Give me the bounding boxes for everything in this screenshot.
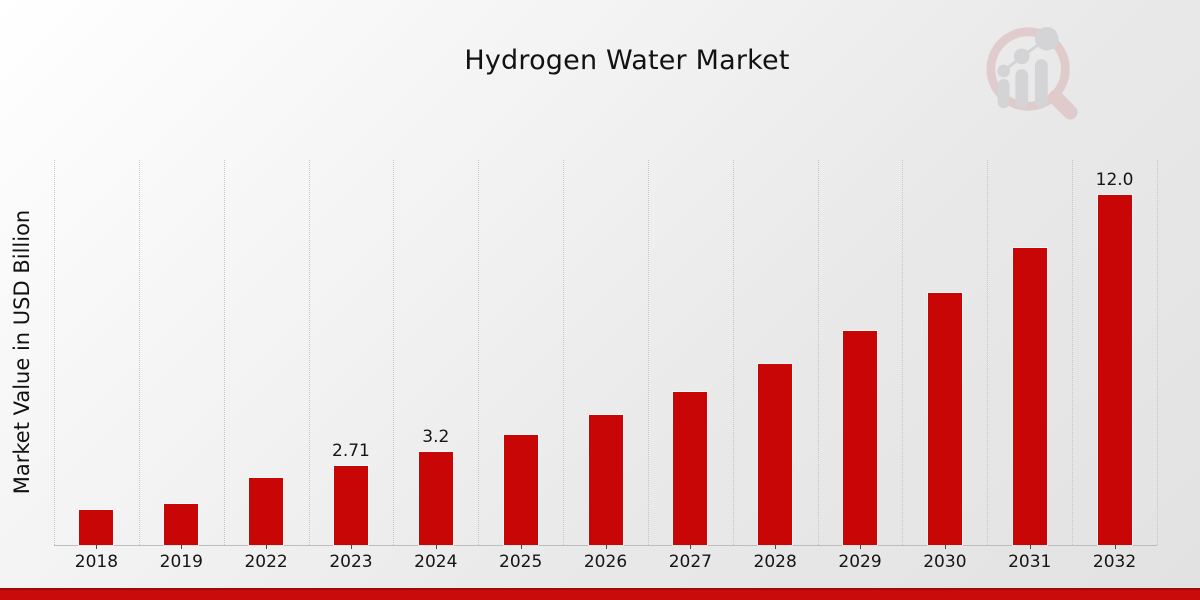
x-axis-tick-2023 bbox=[350, 545, 352, 549]
bar-value-label-2024: 3.2 bbox=[422, 427, 450, 447]
x-tick-label-2019: 2019 bbox=[159, 552, 203, 572]
bar-2022 bbox=[249, 478, 284, 545]
logo-bar-2 bbox=[1015, 69, 1029, 109]
footer-stripe bbox=[0, 588, 1200, 600]
x-tick-label-2031: 2031 bbox=[1008, 552, 1052, 572]
bar-2030 bbox=[927, 293, 962, 545]
bar-2029 bbox=[843, 331, 878, 545]
x-axis-tick-2032 bbox=[1114, 545, 1116, 549]
x-axis-tick-2031 bbox=[1029, 545, 1031, 549]
gridline bbox=[393, 160, 395, 545]
x-tick-label-2022: 2022 bbox=[244, 552, 288, 572]
bar-2025 bbox=[503, 435, 538, 545]
x-tick-label-2023: 2023 bbox=[329, 552, 373, 572]
x-axis-tick-2018 bbox=[96, 545, 98, 549]
gridline bbox=[987, 160, 989, 545]
x-tick-label-2029: 2029 bbox=[838, 552, 882, 572]
magnifier-ring bbox=[986, 27, 1070, 111]
x-axis-tick-2028 bbox=[775, 545, 777, 549]
logo-dot-2 bbox=[1013, 48, 1030, 65]
y-axis-label: Market Value in USD Billion bbox=[10, 209, 34, 495]
bar-2019 bbox=[164, 504, 199, 545]
bar-2031 bbox=[1012, 248, 1047, 545]
x-tick-label-2027: 2027 bbox=[668, 552, 712, 572]
bar-2018 bbox=[79, 510, 114, 545]
x-axis-tick-2019 bbox=[181, 545, 183, 549]
gridline bbox=[817, 160, 819, 545]
bar-2024 bbox=[418, 452, 453, 545]
bar-2028 bbox=[758, 364, 793, 545]
bar-value-label-2023: 2.71 bbox=[332, 441, 370, 461]
gridline bbox=[478, 160, 480, 545]
x-tick-label-2028: 2028 bbox=[753, 552, 797, 572]
x-tick-label-2024: 2024 bbox=[414, 552, 458, 572]
gridline bbox=[1157, 160, 1158, 545]
logo-bar-1 bbox=[997, 78, 1010, 109]
gridline bbox=[308, 160, 310, 545]
x-axis-tick-2026 bbox=[605, 545, 607, 549]
x-tick-label-2026: 2026 bbox=[583, 552, 628, 572]
x-axis-tick-2025 bbox=[520, 545, 522, 549]
bar-2026 bbox=[588, 415, 623, 545]
x-tick-label-2030: 2030 bbox=[923, 552, 967, 572]
bar-2027 bbox=[673, 392, 708, 545]
chart-title: Hydrogen Water Market bbox=[464, 45, 790, 76]
gridline bbox=[223, 160, 225, 545]
logo-bar-3 bbox=[1034, 59, 1048, 109]
x-tick-label-2025: 2025 bbox=[499, 552, 543, 572]
gridline bbox=[563, 160, 565, 545]
x-axis-tick-2030 bbox=[944, 545, 946, 549]
gridline bbox=[902, 160, 904, 545]
bar-value-label-2032: 12.0 bbox=[1095, 170, 1134, 190]
gridline bbox=[647, 160, 649, 545]
gridline bbox=[1072, 160, 1074, 545]
x-tick-label-2032: 2032 bbox=[1092, 552, 1137, 572]
x-axis-tick-2029 bbox=[860, 545, 862, 549]
logo-dot-3 bbox=[1034, 26, 1059, 51]
x-axis-tick-2027 bbox=[690, 545, 692, 549]
bar-2032 bbox=[1097, 195, 1132, 545]
logo-dot-1 bbox=[997, 64, 1010, 78]
bar-2023 bbox=[333, 466, 368, 545]
x-axis-tick-2024 bbox=[435, 545, 437, 549]
x-tick-label-2018: 2018 bbox=[74, 552, 119, 572]
plot-area: 2018 2019 2022 2023 2.71 2024 3.2 2025 2026 2027 2… bbox=[54, 160, 1158, 572]
gridline bbox=[732, 160, 734, 545]
gridline bbox=[138, 160, 140, 545]
gridline bbox=[54, 160, 55, 545]
x-axis-tick-2022 bbox=[266, 545, 268, 549]
magnifier-handle bbox=[1048, 90, 1078, 120]
magnifier-bar-chart-watermark-logo bbox=[986, 26, 1078, 120]
